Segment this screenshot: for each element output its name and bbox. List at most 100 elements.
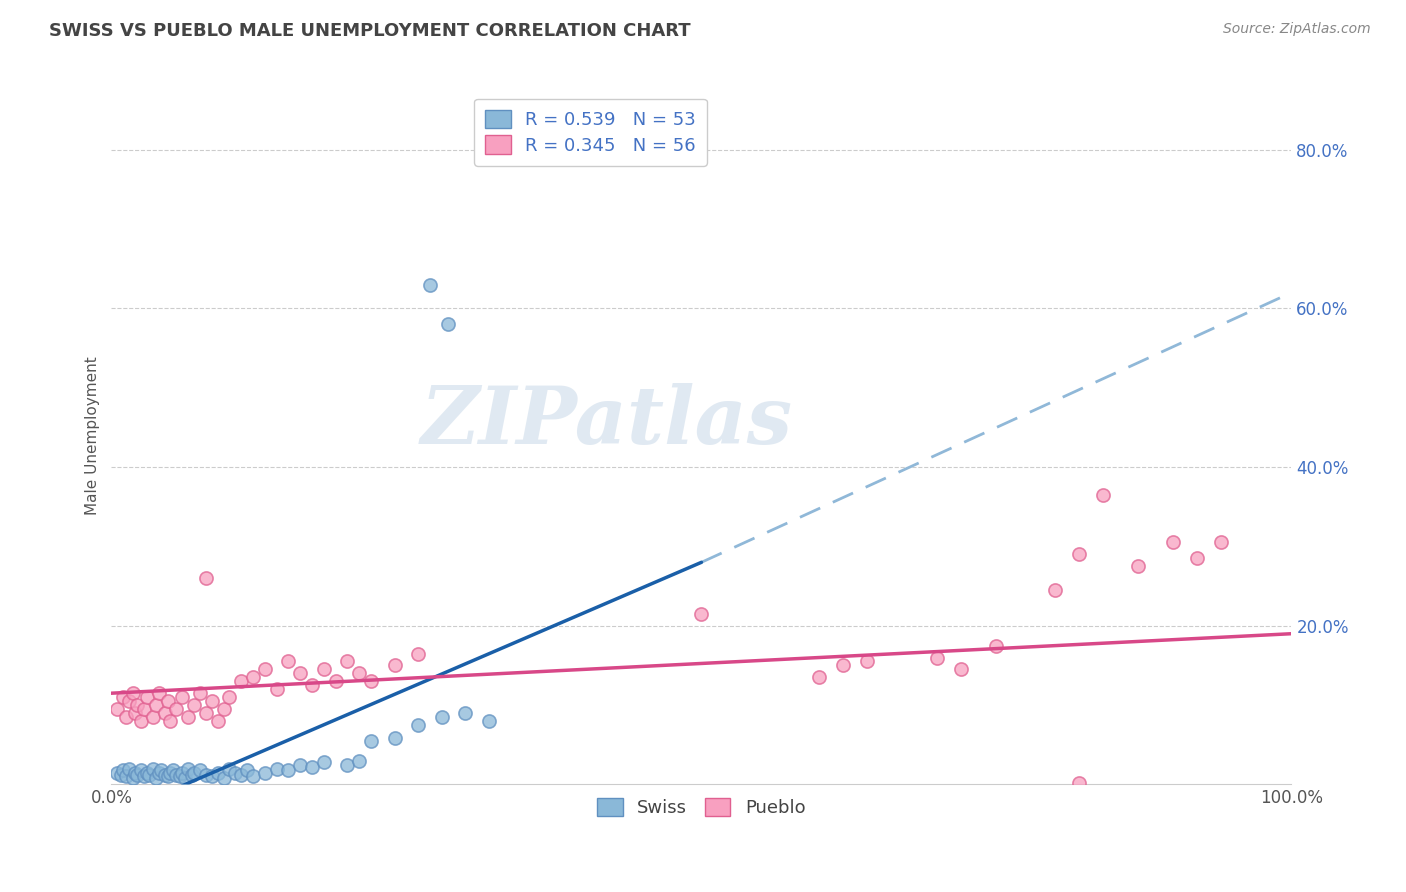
Point <box>135 690 157 705</box>
Point <box>188 763 211 777</box>
Point <box>149 763 172 777</box>
Point <box>242 770 264 784</box>
Point <box>277 655 299 669</box>
Point <box>110 768 132 782</box>
Point <box>347 666 370 681</box>
Point <box>134 770 156 784</box>
Point <box>290 666 312 681</box>
Point <box>360 674 382 689</box>
Point <box>478 714 501 728</box>
Point <box>105 702 128 716</box>
Point <box>118 694 141 708</box>
Point <box>172 765 194 780</box>
Point <box>165 702 187 716</box>
Point <box>360 733 382 747</box>
Point <box>986 639 1008 653</box>
Point <box>207 714 229 728</box>
Point <box>290 757 312 772</box>
Point <box>231 674 253 689</box>
Point <box>266 762 288 776</box>
Point <box>690 607 713 621</box>
Point <box>1185 551 1208 566</box>
Text: ZIPatlas: ZIPatlas <box>420 383 793 460</box>
Point <box>266 682 288 697</box>
Point <box>218 762 240 776</box>
Point <box>134 702 156 716</box>
Point <box>188 686 211 700</box>
Point <box>406 718 429 732</box>
Point <box>201 770 224 784</box>
Point <box>277 763 299 777</box>
Point <box>112 763 135 777</box>
Point <box>112 690 135 705</box>
Point <box>384 658 406 673</box>
Point <box>138 768 160 782</box>
Point <box>129 763 152 777</box>
Legend: Swiss, Pueblo: Swiss, Pueblo <box>591 790 813 824</box>
Point <box>145 771 167 785</box>
Point <box>1045 583 1067 598</box>
Point <box>194 768 217 782</box>
Point <box>165 768 187 782</box>
Point <box>406 647 429 661</box>
Point <box>172 690 194 705</box>
Point <box>142 762 165 776</box>
Point <box>301 760 323 774</box>
Point <box>1091 488 1114 502</box>
Point <box>127 698 149 712</box>
Point <box>129 714 152 728</box>
Point <box>950 662 973 676</box>
Point <box>153 706 176 720</box>
Point <box>927 650 949 665</box>
Point <box>183 765 205 780</box>
Point <box>157 694 180 708</box>
Point <box>194 706 217 720</box>
Text: SWISS VS PUEBLO MALE UNEMPLOYMENT CORRELATION CHART: SWISS VS PUEBLO MALE UNEMPLOYMENT CORREL… <box>49 22 690 40</box>
Point <box>124 765 146 780</box>
Point <box>312 662 335 676</box>
Point <box>142 710 165 724</box>
Point <box>336 655 359 669</box>
Point <box>1209 535 1232 549</box>
Point <box>430 710 453 724</box>
Point <box>231 768 253 782</box>
Point <box>253 662 276 676</box>
Point <box>121 771 143 785</box>
Point <box>212 702 235 716</box>
Point <box>201 694 224 708</box>
Point <box>1067 548 1090 562</box>
Point <box>236 763 259 777</box>
Point <box>148 686 170 700</box>
Point <box>808 670 831 684</box>
Point <box>242 670 264 684</box>
Point <box>159 765 181 780</box>
Point <box>157 770 180 784</box>
Point <box>114 710 136 724</box>
Point <box>183 698 205 712</box>
Point <box>301 678 323 692</box>
Point <box>127 768 149 782</box>
Point <box>336 757 359 772</box>
Point <box>436 318 458 332</box>
Point <box>212 771 235 785</box>
Point <box>1067 776 1090 790</box>
Point <box>124 706 146 720</box>
Point <box>419 277 441 292</box>
Point <box>177 710 200 724</box>
Point <box>148 765 170 780</box>
Point <box>105 765 128 780</box>
Point <box>384 731 406 746</box>
Point <box>177 762 200 776</box>
Point <box>1163 535 1185 549</box>
Point <box>1126 559 1149 574</box>
Point <box>145 698 167 712</box>
Point <box>454 706 477 720</box>
Point <box>253 765 276 780</box>
Point <box>153 768 176 782</box>
Point <box>118 762 141 776</box>
Point <box>325 674 347 689</box>
Point <box>218 690 240 705</box>
Point <box>114 770 136 784</box>
Point <box>855 655 877 669</box>
Point <box>169 770 191 784</box>
